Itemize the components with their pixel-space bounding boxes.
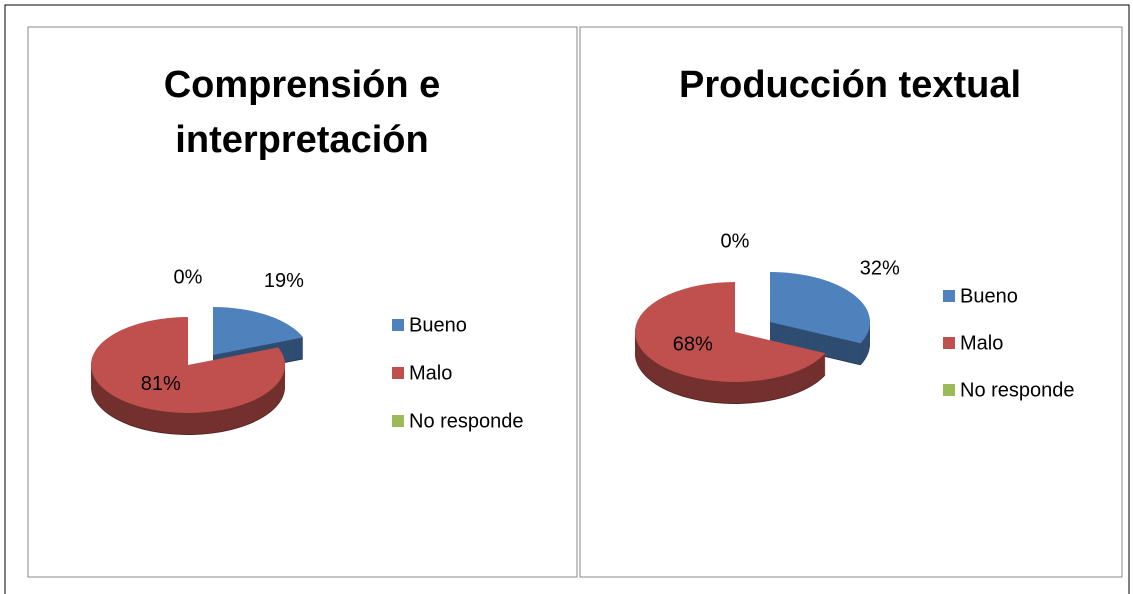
- legend-label: No responde: [960, 379, 1075, 401]
- data-label: 19%: [264, 270, 304, 292]
- legend-swatch: [392, 319, 404, 331]
- legend-swatch: [943, 384, 955, 396]
- data-label: 0%: [174, 266, 203, 288]
- outer-frame: [4, 4, 1130, 594]
- slice: [213, 307, 304, 355]
- legend-label: Bueno: [960, 285, 1018, 307]
- data-label: 32%: [860, 257, 900, 279]
- legend-swatch: [392, 367, 404, 379]
- slice: [770, 272, 870, 344]
- legend-label: Malo: [960, 332, 1003, 354]
- chart-title: Producción textual: [678, 64, 1022, 106]
- legend-label: Malo: [409, 362, 452, 384]
- data-label: 81%: [141, 373, 181, 395]
- legend-swatch: [392, 415, 404, 427]
- legend-swatch: [943, 290, 955, 302]
- legend-label: No responde: [409, 410, 524, 432]
- legend-swatch: [943, 337, 955, 349]
- slice: [635, 282, 826, 382]
- slice: [91, 317, 285, 414]
- legend-label: Bueno: [409, 314, 467, 336]
- chart-frame: [27, 26, 578, 578]
- chart-title: Comprensión e interpretación: [163, 64, 441, 161]
- data-label: 0%: [721, 230, 750, 252]
- data-label: 68%: [673, 334, 713, 356]
